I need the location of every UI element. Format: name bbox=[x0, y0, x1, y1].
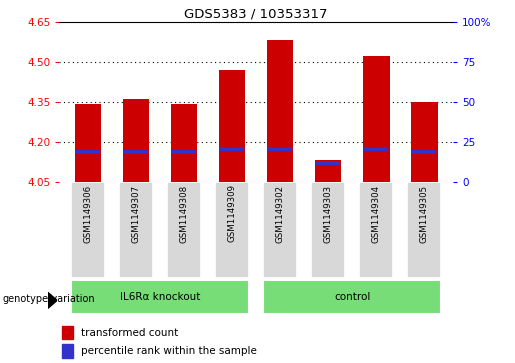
Bar bbox=[267, 40, 294, 182]
Text: GSM1149303: GSM1149303 bbox=[324, 184, 333, 242]
Bar bbox=[71, 182, 105, 278]
Bar bbox=[62, 326, 73, 339]
Bar bbox=[365, 148, 388, 151]
Bar bbox=[311, 182, 346, 278]
Title: GDS5383 / 10353317: GDS5383 / 10353317 bbox=[184, 8, 328, 21]
Text: control: control bbox=[334, 292, 370, 302]
Bar bbox=[76, 151, 100, 154]
Text: GSM1149308: GSM1149308 bbox=[180, 184, 188, 242]
Bar bbox=[359, 182, 393, 278]
Bar bbox=[316, 161, 340, 164]
Bar bbox=[171, 104, 197, 182]
Bar bbox=[407, 182, 441, 278]
Bar bbox=[220, 148, 244, 151]
Bar bbox=[172, 151, 196, 154]
Bar bbox=[263, 280, 441, 314]
Bar bbox=[62, 344, 73, 358]
Text: GSM1149306: GSM1149306 bbox=[83, 184, 93, 242]
Bar bbox=[75, 104, 101, 182]
Text: genotype/variation: genotype/variation bbox=[3, 294, 95, 305]
Text: GSM1149304: GSM1149304 bbox=[372, 184, 381, 242]
Text: GSM1149305: GSM1149305 bbox=[420, 184, 429, 242]
Bar bbox=[263, 182, 297, 278]
Bar bbox=[219, 70, 246, 182]
Bar bbox=[413, 151, 436, 154]
Bar bbox=[268, 148, 292, 151]
Text: transformed count: transformed count bbox=[81, 327, 178, 338]
Bar bbox=[315, 160, 341, 182]
Bar bbox=[124, 151, 148, 154]
Bar bbox=[411, 102, 438, 182]
Bar bbox=[119, 182, 153, 278]
Bar bbox=[363, 56, 389, 182]
Text: GSM1149302: GSM1149302 bbox=[276, 184, 285, 242]
Text: percentile rank within the sample: percentile rank within the sample bbox=[81, 346, 257, 356]
Text: GSM1149307: GSM1149307 bbox=[132, 184, 141, 242]
Bar bbox=[123, 99, 149, 182]
Text: IL6Rα knockout: IL6Rα knockout bbox=[120, 292, 200, 302]
Polygon shape bbox=[48, 293, 57, 309]
Bar bbox=[215, 182, 249, 278]
Bar bbox=[71, 280, 249, 314]
Bar bbox=[167, 182, 201, 278]
Text: GSM1149309: GSM1149309 bbox=[228, 184, 237, 242]
